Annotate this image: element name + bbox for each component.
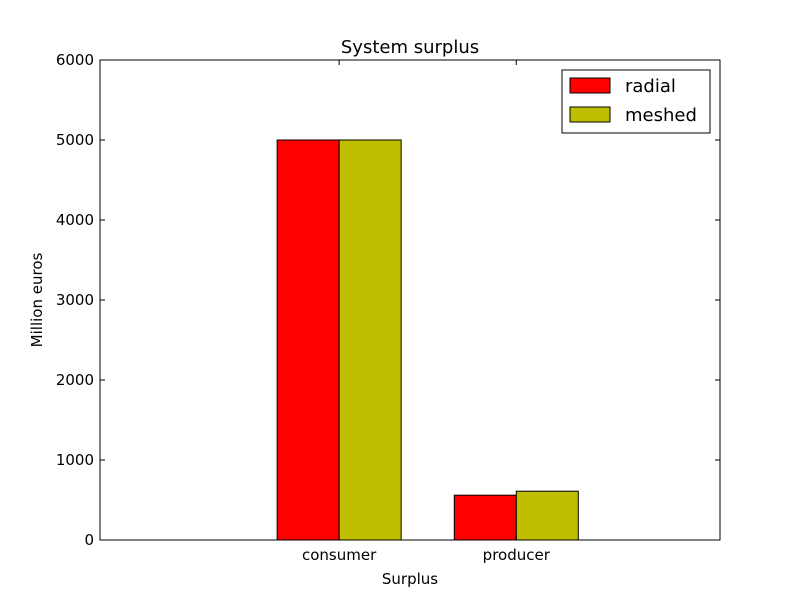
bar-meshed-consumer: [338, 139, 402, 541]
y-axis-label: Million euros: [28, 253, 46, 348]
legend-swatch-radial: [569, 77, 611, 94]
legend-label-radial: radial: [625, 76, 676, 97]
chart-title: System surplus: [341, 37, 479, 58]
x-tick-label-consumer: consumer: [302, 546, 377, 564]
y-tick-label: 3000: [56, 291, 94, 309]
x-tick-label-producer: producer: [483, 546, 551, 564]
y-tick-label: 6000: [56, 51, 94, 69]
bars-layer: [276, 139, 579, 541]
y-tick-label: 2000: [56, 371, 94, 389]
ticks-layer: 0 1000 2000 3000 4000 5000 6000 consumer produce…: [56, 51, 720, 564]
bar-radial-consumer: [276, 139, 340, 541]
y-tick-label: 0: [84, 531, 94, 549]
bar-meshed-producer: [515, 490, 579, 541]
legend-swatch-meshed: [569, 106, 611, 123]
x-axis-label: Surplus: [382, 570, 438, 588]
legend: radial meshed: [561, 69, 711, 134]
legend-label-meshed: meshed: [625, 105, 697, 126]
y-tick-label: 4000: [56, 211, 94, 229]
y-tick-label: 1000: [56, 451, 94, 469]
bar-radial-producer: [453, 494, 517, 541]
plot-frame: [99, 59, 721, 541]
y-tick-label: 5000: [56, 131, 94, 149]
